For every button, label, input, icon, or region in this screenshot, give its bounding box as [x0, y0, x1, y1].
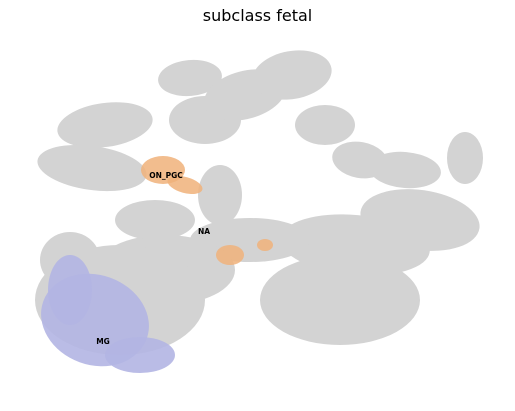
cluster-label-mg: MG	[96, 337, 110, 346]
cluster-label-on-pgc: ON_PGC	[149, 171, 183, 180]
cell-cloud-8	[369, 151, 441, 189]
cell-cloud-0	[57, 102, 153, 148]
cell-cloud-17	[198, 165, 242, 225]
cell-cloud-5	[252, 50, 332, 100]
cluster-labels: ON_PGC NA MG	[96, 171, 210, 346]
cell-cloud-1	[37, 144, 147, 192]
mg-cells-2	[105, 337, 175, 373]
cell-cloud-9	[447, 132, 483, 184]
on-pgc-cells-1	[167, 175, 203, 195]
on-pgc-cells-2	[216, 245, 244, 265]
cell-cloud-6	[295, 105, 355, 145]
cell-cloud-2	[158, 59, 222, 97]
cell-cloud-16	[115, 200, 195, 240]
on-pgc-cells-3	[257, 239, 273, 251]
chart-title: subclass fetal	[202, 6, 313, 25]
cluster-label-na: NA	[198, 227, 210, 236]
cell-cloud-12	[260, 255, 420, 345]
mg-cells-1	[48, 255, 92, 325]
highlighted-cells	[41, 156, 273, 373]
